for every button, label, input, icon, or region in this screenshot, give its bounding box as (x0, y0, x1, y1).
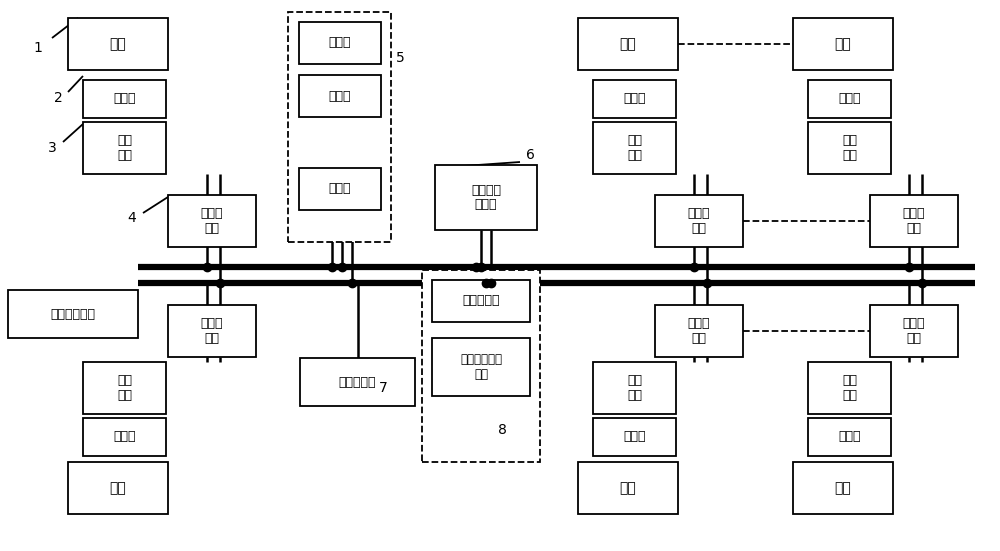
Bar (808, 362, 891, 414)
Bar (593, 362, 676, 414)
Text: 1: 1 (34, 41, 42, 55)
Bar (655, 305, 743, 357)
Text: 增程器: 增程器 (329, 182, 351, 196)
Text: 7: 7 (379, 381, 387, 395)
Bar (870, 305, 958, 357)
Text: 驱动
电机: 驱动 电机 (117, 374, 132, 402)
Bar (83, 122, 166, 174)
Bar (578, 462, 678, 514)
Text: 2: 2 (54, 91, 62, 105)
Text: 驱动
电机: 驱动 电机 (842, 134, 857, 162)
Bar (8, 290, 138, 338)
Bar (83, 418, 166, 456)
Text: 整车控制器: 整车控制器 (339, 375, 376, 388)
Text: 增程器: 增程器 (329, 36, 351, 50)
Bar (299, 22, 381, 64)
Bar (422, 270, 540, 462)
Text: 电机控
制器: 电机控 制器 (201, 207, 223, 235)
Bar (870, 195, 958, 247)
Bar (288, 12, 391, 242)
Text: 动力电池组: 动力电池组 (462, 294, 500, 307)
Text: 车轮: 车轮 (620, 37, 636, 51)
Text: 电机控
制器: 电机控 制器 (688, 207, 710, 235)
Bar (299, 75, 381, 117)
Bar (68, 462, 168, 514)
Text: 车轮: 车轮 (835, 481, 851, 495)
Bar (593, 80, 676, 118)
Bar (578, 18, 678, 70)
Text: 驱动
电机: 驱动 电机 (842, 374, 857, 402)
Text: 5: 5 (396, 51, 404, 65)
Text: 动力电池组控
制器: 动力电池组控 制器 (460, 353, 502, 381)
Text: 车轮: 车轮 (835, 37, 851, 51)
Text: 8: 8 (498, 423, 506, 437)
Bar (68, 18, 168, 70)
Text: 增程器组
控制器: 增程器组 控制器 (471, 183, 501, 212)
Bar (808, 122, 891, 174)
Text: 驱动
电机: 驱动 电机 (627, 374, 642, 402)
Bar (299, 168, 381, 210)
Text: 电池管理系统: 电池管理系统 (50, 307, 96, 321)
Text: 增程器: 增程器 (329, 89, 351, 102)
Bar (300, 358, 415, 406)
Text: 车轮: 车轮 (620, 481, 636, 495)
Text: 6: 6 (526, 148, 534, 162)
Text: 减速器: 减速器 (113, 93, 136, 105)
Text: 减速器: 减速器 (113, 430, 136, 444)
Text: 驱动
电机: 驱动 电机 (117, 134, 132, 162)
Bar (432, 338, 530, 396)
Text: 减速器: 减速器 (623, 430, 646, 444)
Text: 减速器: 减速器 (623, 93, 646, 105)
Text: 车轮: 车轮 (110, 481, 126, 495)
Bar (432, 280, 530, 322)
Bar (83, 80, 166, 118)
Bar (593, 418, 676, 456)
Bar (808, 80, 891, 118)
Text: 电机控
制器: 电机控 制器 (903, 317, 925, 345)
Bar (793, 462, 893, 514)
Text: 驱动
电机: 驱动 电机 (627, 134, 642, 162)
Text: 车轮: 车轮 (110, 37, 126, 51)
Text: 电机控
制器: 电机控 制器 (688, 317, 710, 345)
Text: 3: 3 (48, 141, 56, 155)
Bar (808, 418, 891, 456)
Bar (168, 195, 256, 247)
Bar (593, 122, 676, 174)
Text: 电机控
制器: 电机控 制器 (201, 317, 223, 345)
Text: 4: 4 (128, 211, 136, 225)
Bar (83, 362, 166, 414)
Bar (793, 18, 893, 70)
Bar (168, 305, 256, 357)
Text: 减速器: 减速器 (838, 430, 861, 444)
Text: 电机控
制器: 电机控 制器 (903, 207, 925, 235)
Bar (435, 165, 537, 230)
Text: 减速器: 减速器 (838, 93, 861, 105)
Bar (655, 195, 743, 247)
